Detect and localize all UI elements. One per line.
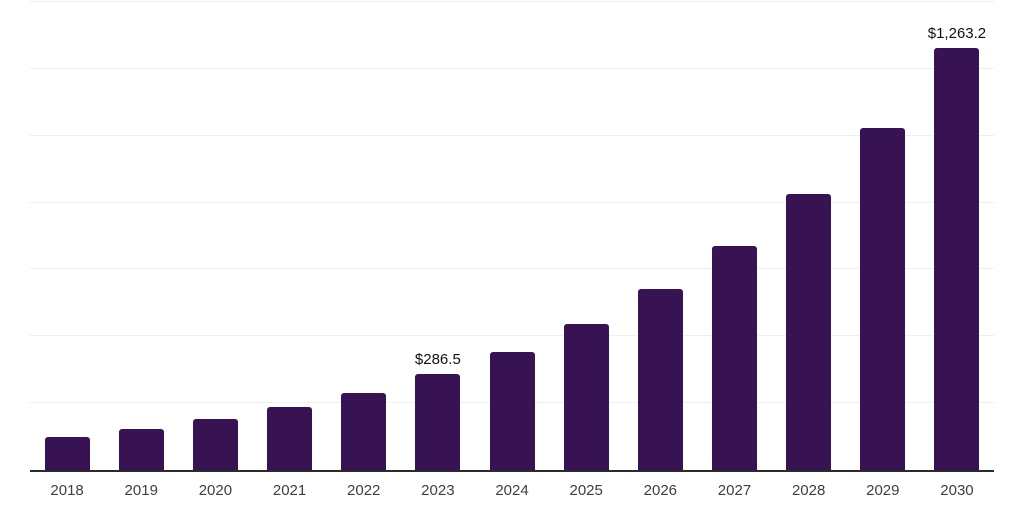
bar-2030[interactable] [934, 47, 980, 470]
gridline [30, 67, 994, 69]
x-axis-tick-label: 2027 [717, 482, 752, 499]
x-axis-tick-label: 2026 [643, 482, 678, 499]
bar-slot [549, 323, 623, 470]
plot-area: $286.5 $1,263.2 [30, 1, 994, 472]
bar-slot [846, 128, 920, 470]
bar-2025[interactable] [563, 323, 609, 470]
bar-slot [252, 407, 326, 470]
bar-value-label: $286.5 [414, 351, 461, 369]
bar-2026[interactable] [637, 289, 683, 470]
x-axis-tick-label: 2020 [198, 482, 233, 499]
bar-2029[interactable] [860, 128, 906, 470]
x-axis-tick-label: 2029 [866, 482, 900, 499]
x-axis-tick-label: 2025 [569, 482, 603, 499]
bar-slot [475, 351, 549, 470]
x-axis-line [30, 470, 994, 472]
bar-2028[interactable] [786, 193, 832, 470]
bar-slot [772, 193, 846, 470]
bar-2021[interactable] [267, 407, 313, 470]
gridline [30, 1, 994, 2]
x-axis-tick-label: 2024 [495, 482, 529, 499]
gridline [30, 335, 994, 337]
x-axis-tick-label: 2028 [791, 482, 826, 499]
x-axis-tick-label: 2018 [50, 482, 84, 499]
x-axis-tick-label: 2022 [347, 482, 381, 499]
x-axis-tick-label: 2019 [124, 482, 158, 499]
gridline [30, 201, 994, 203]
bar-2023[interactable] [415, 374, 461, 470]
bar-slot [697, 246, 771, 470]
bar-2022[interactable] [341, 392, 387, 470]
gridline [30, 268, 994, 270]
bar-slot [30, 436, 104, 470]
bar-2018[interactable] [44, 436, 90, 470]
bar-slot [178, 419, 252, 470]
x-axis-tick-label: 2030 [940, 482, 974, 499]
bar-slot: $286.5 [401, 351, 475, 470]
bars-container: $286.5 $1,263.2 [30, 2, 994, 470]
x-axis-tick-label: 2023 [421, 482, 455, 499]
bar-2019[interactable] [118, 428, 164, 470]
gridline [30, 134, 994, 136]
bar-2020[interactable] [192, 419, 238, 470]
bar-2027[interactable] [711, 246, 757, 470]
bar-slot [623, 289, 697, 470]
x-axis-tick-label: 2021 [272, 482, 307, 499]
bar-value-label: $1,263.2 [927, 24, 987, 42]
bar-slot [327, 392, 401, 470]
bar-2024[interactable] [489, 351, 535, 470]
bar-slot [104, 428, 178, 470]
x-axis-labels: 2018 2019 2020 2021 2022 2023 2024 2025 2026 2027… [30, 482, 994, 500]
bar-slot: $1,263.2 [920, 25, 994, 470]
